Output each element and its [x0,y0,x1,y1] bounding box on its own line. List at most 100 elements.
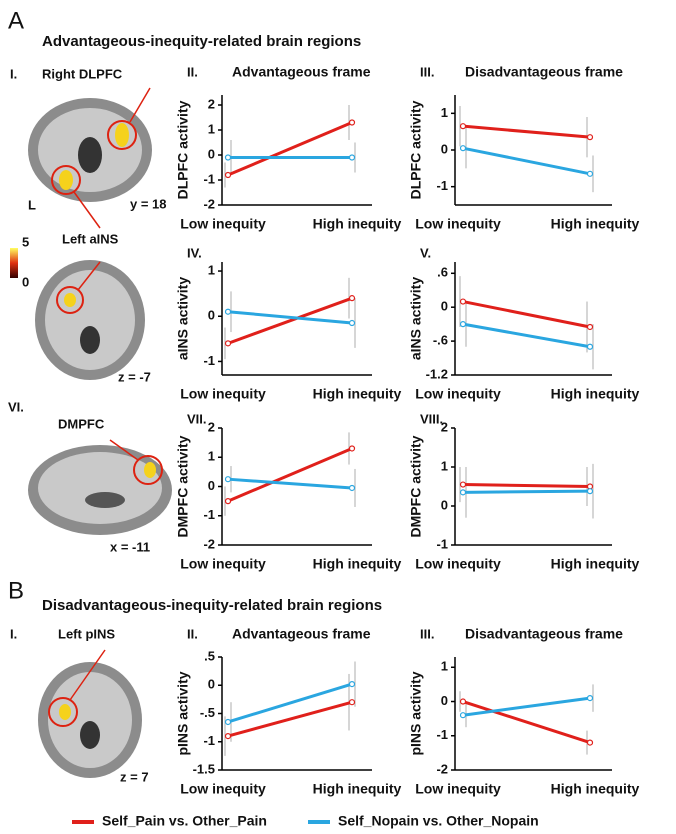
x-tick-label: High inequity [551,556,640,572]
x-tick-label: High inequity [551,386,640,402]
y-axis-label: aINS activity [408,277,424,360]
point [350,446,355,451]
chart-title: Advantageous frame [232,64,371,80]
x-tick-label: Low inequity [180,781,266,797]
colorbar-max: 5 [22,234,29,249]
series-line [463,491,590,492]
region-label: Left pINS [58,626,115,641]
region-label: Right DLPFC [42,66,123,81]
point [588,489,593,494]
x-tick-label: High inequity [313,216,402,232]
y-tick-label: 0 [441,497,448,512]
point [350,321,355,326]
y-axis-label: aINS activity [175,277,191,360]
x-tick-label: High inequity [313,781,402,797]
y-tick-label: 0 [208,146,215,161]
point [350,296,355,301]
colorbar-min: 0 [22,274,29,289]
y-tick-label: -1 [203,171,215,186]
coord-label: x = -11 [110,539,150,554]
point [226,477,231,482]
brain-axial [35,260,145,380]
y-tick-label: 1 [208,262,215,277]
x-tick-label: Low inequity [415,556,501,572]
panel-label: II. [187,626,198,641]
y-axis-label: DMPFC activity [175,435,191,537]
panel-label: VIII. [420,411,443,426]
y-tick-label: 0 [208,478,215,493]
y-tick-label: -1 [436,178,448,193]
point [588,696,593,701]
y-tick-label: 0 [441,141,448,156]
point [226,734,231,739]
panel-label: I. [10,626,17,641]
series-line [228,479,352,488]
series-line [463,302,590,327]
point [226,309,231,314]
x-tick-label: High inequity [313,386,402,402]
section-letter: A [8,7,24,34]
series-line [463,485,590,487]
x-tick-label: Low inequity [415,216,501,232]
chart-title: Disadvantageous frame [465,626,623,642]
chart-title: Disadvantageous frame [465,64,623,80]
y-tick-label: -.5 [200,705,215,720]
legend-label: Self_Nopain vs. Other_Nopain [338,813,539,829]
side-label: L [28,197,36,212]
point [461,322,466,327]
point [461,482,466,487]
point [350,485,355,490]
panel-label: VII. [187,411,207,426]
point [350,682,355,687]
point [350,155,355,160]
x-tick-label: High inequity [313,556,402,572]
panel-label: III. [420,64,434,79]
point [226,499,231,504]
point [461,713,466,718]
y-tick-label: 2 [208,419,215,434]
y-tick-label: 0 [441,693,448,708]
chart-title: Advantageous frame [232,626,371,642]
y-tick-label: -1.2 [426,366,448,381]
series-line [228,684,352,722]
y-tick-label: -1.5 [193,761,215,776]
point [588,135,593,140]
series-line [228,123,352,176]
y-tick-label: 0 [208,677,215,692]
point [588,171,593,176]
section-title: Advantageous-inequity-related brain regi… [42,33,361,50]
point [350,120,355,125]
point [461,124,466,129]
point [461,299,466,304]
y-tick-label: -2 [436,761,448,776]
legend-label: Self_Pain vs. Other_Pain [102,813,267,829]
y-tick-label: 1 [208,449,215,464]
panel-label: III. [420,626,434,641]
y-tick-label: -1 [203,353,215,368]
series-line [463,126,590,137]
point [461,146,466,151]
y-axis-label: DMPFC activity [408,435,424,537]
point [461,490,466,495]
point [461,699,466,704]
y-axis-label: DLPFC activity [175,100,191,199]
series-line [463,148,590,174]
x-tick-label: High inequity [551,781,640,797]
y-tick-label: -2 [203,196,215,211]
y-tick-label: 1 [441,105,448,120]
y-tick-label: 1 [208,121,215,136]
x-tick-label: Low inequity [180,556,266,572]
point [588,324,593,329]
panel-label: II. [187,64,198,79]
panel-label: I. [10,66,17,81]
brain-axial-b [38,650,142,778]
x-tick-label: Low inequity [415,781,501,797]
panel-label: VI. [8,399,24,414]
series-line [228,702,352,736]
section-letter: B [8,577,24,604]
x-tick-label: High inequity [551,216,640,232]
coord-label: y = 18 [130,196,167,211]
y-tick-label: -1 [436,536,448,551]
coord-label: z = 7 [120,769,149,784]
section-title: Disadvantageous-inequity-related brain r… [42,597,382,614]
